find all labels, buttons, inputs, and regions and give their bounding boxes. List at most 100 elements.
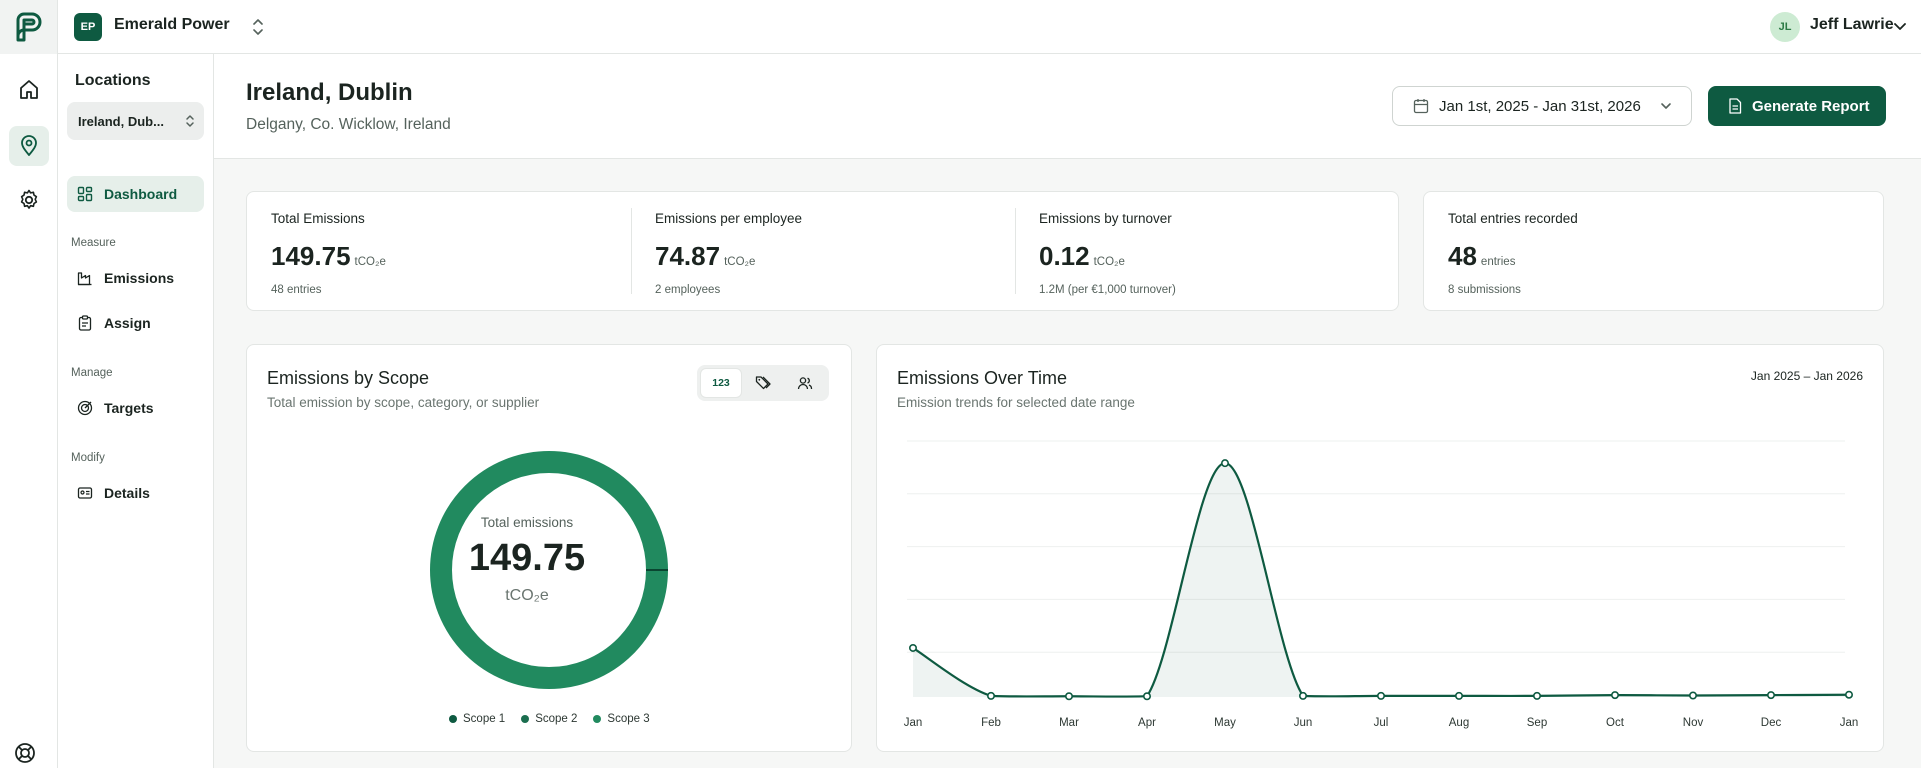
legend-swatch [593,715,602,723]
x-tick-label: Aug [1449,717,1469,729]
x-tick-label: Dec [1761,717,1782,729]
series-area [913,463,1849,697]
stat-value: 74.87 tCO₂e [655,241,755,272]
data-point-oct[interactable] [1610,691,1619,700]
locations-button[interactable] [9,126,49,166]
locations-title: Locations [75,72,151,89]
chevron-down-icon [1661,103,1671,109]
data-point-aug[interactable] [1454,691,1463,700]
legend-item-scope-3: Scope 3 [593,713,650,725]
dashboard-icon [77,186,93,202]
data-point-dec[interactable] [1766,691,1775,700]
donut-center-label: Total emissions [480,515,574,530]
stat-sub: 1.2M (per €1,000 turnover) [1039,284,1176,296]
sidebar-item-label: Details [104,485,150,501]
data-point-jun[interactable] [1298,691,1307,700]
data-point-sep[interactable] [1532,691,1541,700]
card-title: Emissions by Scope [267,368,430,388]
stat-number: 149.75 [271,241,351,271]
target-icon [77,400,93,416]
sidebar-item-dashboard[interactable]: Dashboard [67,176,204,212]
top-bar: EP Emerald Power JL Jeff Lawrie [0,0,1921,54]
factory-icon [77,272,92,286]
stat-unit: entries [1480,256,1516,268]
sidebar-item-emissions[interactable]: Emissions [67,260,204,296]
stat-unit: tCO₂e [724,256,756,268]
data-point-nov[interactable] [1688,691,1697,700]
chevron-down-icon[interactable] [1892,18,1908,34]
stat-unit: tCO₂e [1093,256,1125,268]
map-pin-icon [21,135,37,156]
date-range-label: Jan 2025 – Jan 2026 [1750,369,1863,383]
legend-item-scope-2: Scope 2 [521,713,577,725]
home-button[interactable] [9,70,49,110]
entries-card: Total entries recorded 48 entries 8 submi… [1423,191,1884,311]
divider [631,208,632,294]
legend-swatch [521,715,530,723]
page-subtitle: Delgany, Co. Wicklow, Ireland [246,116,451,133]
avatar[interactable]: JL [1770,12,1800,42]
data-point-apr[interactable] [1142,692,1151,701]
legend-label: Scope 3 [607,713,650,725]
home-icon [20,80,38,99]
x-tick-label: Feb [981,717,1001,729]
sidebar-item-label: Assign [104,315,151,331]
help-button[interactable] [10,738,40,768]
location-select[interactable]: Ireland, Dub... [67,102,204,140]
generate-report-button[interactable]: Generate Report [1708,86,1886,126]
sidebar-item-targets[interactable]: Targets [67,390,204,426]
sidebar-item-assign[interactable]: Assign [67,305,204,341]
gear-icon [20,189,38,209]
x-tick-label: Nov [1683,717,1704,729]
date-range-picker[interactable]: Jan 1st, 2025 - Jan 31st, 2026 [1392,86,1692,126]
stat-label: Emissions by turnover [1039,211,1172,226]
stat-label: Emissions per employee [655,211,803,226]
x-tick-label: Jun [1294,717,1313,729]
app-logo[interactable] [0,0,58,54]
page-header: Ireland, Dublin Delgany, Co. Wicklow, Ir… [214,54,1921,159]
donut-center-unit: tCO₂e [505,587,549,604]
stat-value: 48 entries [1448,241,1515,272]
user-name[interactable]: Jeff Lawrie [1810,16,1894,33]
sidebar-item-details[interactable]: Details [67,475,204,511]
page-title: Ireland, Dublin [246,79,413,106]
card-subtitle: Total emission by scope, category, or su… [267,395,540,410]
emissions-by-scope-card: Emissions by Scope Total emission by sco… [246,344,852,752]
location-select-value: Ireland, Dub... [78,114,164,129]
stat-label: Total entries recorded [1448,211,1578,226]
chevron-up-down-icon[interactable] [250,16,266,38]
stat-number: 74.87 [655,241,721,271]
stat-number: 48 [1448,241,1477,271]
settings-button[interactable] [9,180,49,220]
toggle-by-scope[interactable]: 123 [700,368,742,398]
stat-total-emissions: Total Emissions 149.75 tCO₂e 48 entries [247,192,631,310]
chevron-up-down-icon [186,115,194,127]
legend-item-scope-1: Scope 1 [449,713,505,725]
stat-sub: 8 submissions [1448,284,1521,296]
data-point-jul[interactable] [1376,691,1385,700]
document-icon [1729,98,1742,114]
toggle-by-supplier[interactable] [784,368,826,398]
lifebuoy-icon [15,743,35,763]
data-point-feb[interactable] [987,691,996,700]
card-subtitle: Emission trends for selected date range [897,395,1135,410]
toggle-by-category[interactable] [742,368,784,398]
data-point-jan-end[interactable] [1844,690,1853,699]
stat-label: Total Emissions [271,211,365,226]
emissions-line-chart: Jan Feb Mar Apr May Jun Jul Aug Sep Oct Nov Dec Jan [904,440,1858,729]
users-icon [797,377,813,390]
stat-value: 0.12 tCO₂e [1039,241,1125,272]
stat-emissions-by-turnover: Emissions by turnover 0.12 tCO₂e 1.2M (pe… [1015,192,1399,310]
side-navigation: Locations Ireland, Dub... Dashboard Meas… [58,54,214,768]
org-name[interactable]: Emerald Power [114,16,230,33]
data-point-mar[interactable] [1065,692,1074,701]
stat-sub: 2 employees [655,284,721,296]
breakdown-toggle: 123 [697,365,829,401]
x-tick-label: Oct [1606,717,1625,729]
card-title: Emissions Over Time [897,368,1068,388]
org-badge: EP [74,13,102,41]
sidebar-item-label: Dashboard [104,186,178,202]
sidebar-item-label: Targets [104,400,154,416]
data-point-may[interactable] [1220,459,1229,468]
data-point-jan[interactable] [908,643,917,652]
